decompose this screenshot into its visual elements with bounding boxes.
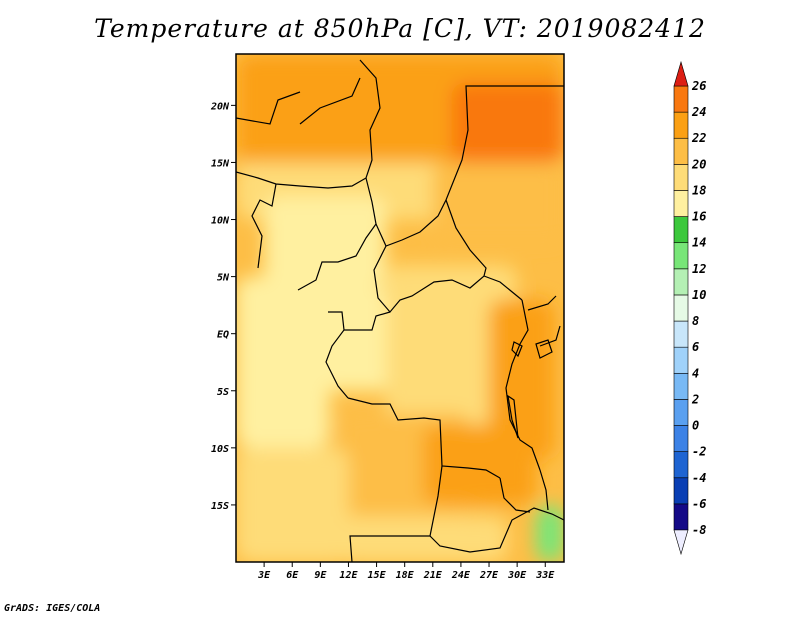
colorbar-label: 16 xyxy=(692,210,706,224)
border-line xyxy=(236,91,301,125)
colorbar-max-arrow xyxy=(673,60,689,87)
border-line xyxy=(527,295,561,347)
colorbar-segment xyxy=(673,85,689,113)
colorbar-segment xyxy=(673,268,689,296)
field-region xyxy=(423,425,536,505)
colorbar-segment xyxy=(673,216,689,244)
colorbar-label: 4 xyxy=(692,366,699,380)
colorbar-label: 10 xyxy=(692,288,706,302)
y-axis: 20N 15N 10N 5N EQ 5S 10S 15S xyxy=(210,101,236,512)
x-tick-label: 6E xyxy=(286,570,299,581)
colorbar-label: -8 xyxy=(692,523,706,537)
colorbar-label: 2 xyxy=(691,392,699,406)
colorbar-label: -2 xyxy=(692,445,706,459)
colorbar-label: 20 xyxy=(691,157,706,171)
border-line xyxy=(325,311,349,399)
lake-outline xyxy=(535,339,553,359)
chart-title: Temperature at 850hPa [C], VT: 201908241… xyxy=(94,14,706,43)
colorbar-label: 14 xyxy=(692,236,706,250)
border-line xyxy=(499,477,531,513)
colorbar-label: 8 xyxy=(692,314,699,328)
colorbar-segment xyxy=(673,137,689,165)
x-tick-label: 3E xyxy=(257,570,271,581)
colorbar-label: 12 xyxy=(692,262,706,276)
y-tick-label: EQ xyxy=(217,330,229,341)
colorbar-label: 18 xyxy=(692,183,706,197)
colorbar-label: 26 xyxy=(691,79,706,93)
border-line xyxy=(347,397,501,479)
colorbar-segment xyxy=(673,320,689,348)
colorbar-segment xyxy=(673,451,689,479)
colorbar-min-arrow xyxy=(673,529,689,556)
x-tick-label: 9E xyxy=(314,570,327,581)
y-tick-label: 15N xyxy=(211,158,230,169)
y-tick-label: 20N xyxy=(210,101,230,112)
colorbar-label: 22 xyxy=(691,131,706,145)
colorbar-segment xyxy=(673,372,689,400)
temperature-field xyxy=(236,54,564,562)
x-tick-label: 30E xyxy=(507,570,527,581)
border-line xyxy=(445,199,487,277)
border-line xyxy=(299,77,361,125)
y-tick-label: 5S xyxy=(217,387,229,398)
y-tick-label: 15S xyxy=(211,501,229,512)
lake-outline xyxy=(507,394,519,439)
colorbar-segment xyxy=(673,399,689,426)
field-region xyxy=(432,162,564,243)
colorbar-segment xyxy=(673,294,689,322)
x-tick-label: 21E xyxy=(423,570,443,581)
colorbar-segment xyxy=(673,164,689,191)
y-tick-label: 10N xyxy=(211,216,230,227)
border-line xyxy=(373,245,523,313)
field-region xyxy=(339,516,508,562)
colorbar-segment xyxy=(673,503,689,531)
field-region xyxy=(264,196,386,289)
colorbar-label: -4 xyxy=(692,471,706,485)
x-tick-label: 18E xyxy=(396,570,415,581)
colorbar-segment xyxy=(673,425,689,452)
border-line xyxy=(236,59,381,189)
field-region xyxy=(385,265,518,426)
border-line xyxy=(297,177,377,291)
field-region xyxy=(489,299,555,460)
x-tick-label: 24E xyxy=(451,570,471,581)
field-region xyxy=(535,504,564,562)
y-tick-label: 10S xyxy=(211,444,229,455)
x-tick-label: 33E xyxy=(535,570,555,581)
border-line xyxy=(344,311,391,331)
x-tick-label: 15E xyxy=(368,570,387,581)
colorbar-segment xyxy=(673,111,689,139)
colorbar-label: 24 xyxy=(691,105,706,119)
colorbar-segment xyxy=(673,242,689,270)
map-frame xyxy=(235,53,565,563)
colorbar-label: 0 xyxy=(692,419,699,433)
x-tick-label: 27E xyxy=(479,570,499,581)
field-regions xyxy=(236,54,564,562)
colorbar-segment xyxy=(673,346,689,374)
y-tick-label: 5N xyxy=(217,273,230,284)
x-tick-label: 12E xyxy=(339,570,358,581)
colorbar-label: 6 xyxy=(692,340,699,354)
border-line xyxy=(505,299,541,471)
border-line xyxy=(539,469,549,511)
border-line xyxy=(375,85,564,247)
lake-outline xyxy=(511,341,523,358)
border-line xyxy=(429,507,564,553)
field-region xyxy=(236,447,349,562)
colorbar-label: -6 xyxy=(692,497,706,511)
x-axis: 3E 6E 9E 12E 15E 18E 21E 24E 27E 30E 33E xyxy=(257,562,555,581)
colorbar-segment xyxy=(673,477,689,505)
field-region xyxy=(451,82,564,163)
colorbar-segment xyxy=(673,190,689,217)
grads-credit: GrADS: IGES/COLA xyxy=(4,603,101,614)
field-region xyxy=(236,276,330,448)
country-borders xyxy=(236,59,564,562)
border-line xyxy=(251,183,277,269)
